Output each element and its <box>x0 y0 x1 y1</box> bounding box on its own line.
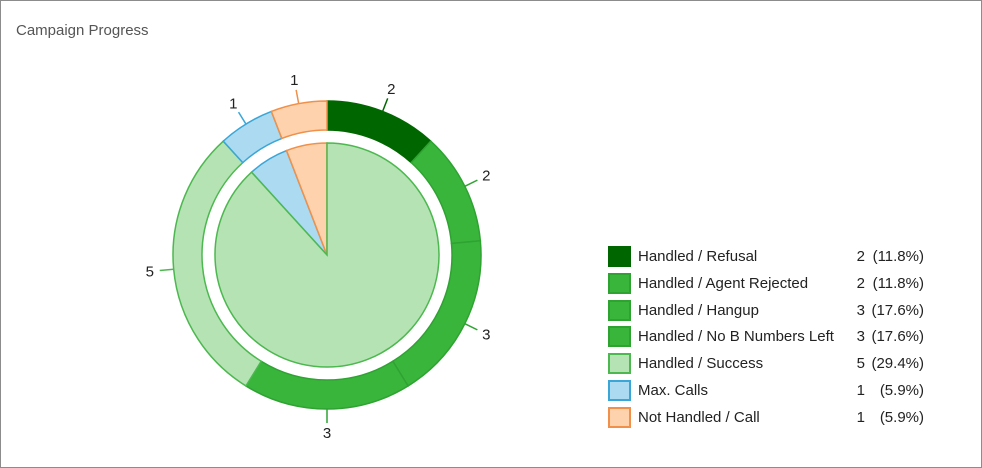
legend-swatch <box>608 326 631 348</box>
legend-item-handled-hangup[interactable]: Handled / Hangup 3 (17.6%) <box>608 299 938 326</box>
legend-swatch <box>608 299 631 321</box>
slice-labels: 2 2 3 3 5 1 1 <box>146 72 491 442</box>
chart-title: Campaign Progress <box>16 22 149 39</box>
leader-line-handled-hangup <box>464 322 478 331</box>
outer-slice-not-handled-call[interactable] <box>270 100 328 140</box>
data-label-not-handled-call: 1 <box>290 72 298 89</box>
legend-item-max-calls[interactable]: Max. Calls 1 (5.9%) <box>608 379 938 406</box>
leader-line-handled-agent-rejected <box>464 179 478 188</box>
legend-swatch <box>608 246 631 267</box>
legend-percent: (5.9%) <box>879 408 924 426</box>
legend-swatch <box>608 353 631 375</box>
legend-label: Max. Calls <box>638 381 709 399</box>
outer-ring <box>172 100 482 410</box>
legend-label: Handled / Hangup <box>638 301 759 319</box>
leader-line-not-handled-call <box>295 89 300 104</box>
data-label-handled-refusal: 2 <box>387 81 395 98</box>
data-label-handled-hangup: 3 <box>482 326 490 343</box>
legend-percent: (17.6%) <box>871 301 924 319</box>
legend-label: Handled / Refusal <box>638 248 758 265</box>
data-label-handled-agent-rejected: 2 <box>482 168 490 185</box>
legend-swatch <box>608 379 631 401</box>
legend-label: Handled / Agent Rejected <box>638 274 809 292</box>
legend-value: 3 <box>856 328 865 346</box>
legend-percent: (29.4%) <box>871 355 924 373</box>
inner-pie <box>214 142 440 368</box>
legend-label: Handled / No B Numbers Left <box>638 328 834 346</box>
legend-percent: (5.9%) <box>879 381 924 399</box>
leader-line-max-calls <box>237 111 247 125</box>
leader-line-handled-success <box>159 268 174 272</box>
legend-item-not-handled-call[interactable]: Not Handled / Call 1 (5.9%) <box>608 406 938 433</box>
legend-percent: (17.6%) <box>871 328 924 346</box>
data-label-max-calls: 1 <box>229 96 237 113</box>
legend-value: 5 <box>856 355 865 373</box>
legend-label: Handled / Success <box>638 355 764 373</box>
legend-swatch <box>608 272 631 294</box>
legend-value: 2 <box>856 248 865 265</box>
legend-value: 1 <box>856 408 865 426</box>
data-label-handled-success: 5 <box>146 263 154 280</box>
legend-label: Not Handled / Call <box>638 408 760 426</box>
legend-item-handled-refusal[interactable]: Handled / Refusal 2 (11.8%) <box>608 245 938 272</box>
outer-slice-handled-no-b-numbers-left[interactable] <box>244 360 410 410</box>
legend-value: 2 <box>856 274 865 292</box>
legend-value: 3 <box>856 301 865 319</box>
inner-slice-handled[interactable] <box>214 142 440 368</box>
legend-swatch <box>608 406 631 428</box>
legend-item-handled-agent-rejected[interactable]: Handled / Agent Rejected 2 (11.8%) <box>608 272 938 299</box>
leader-line-handled-refusal <box>381 98 389 112</box>
chart-legend: Handled / Refusal 2 (11.8%) Handled / Agent… <box>608 245 938 433</box>
legend-item-handled-success[interactable]: Handled / Success 5 (29.4%) <box>608 352 938 379</box>
legend-item-handled-no-b-numbers-left[interactable]: Handled / No B Numbers Left 3 (17.6%) <box>608 325 938 352</box>
legend-percent: (11.8%) <box>872 248 924 265</box>
legend-percent: (11.8%) <box>872 274 924 292</box>
legend-value: 1 <box>856 381 865 399</box>
data-label-handled-no-b-numbers-left: 3 <box>323 425 331 442</box>
